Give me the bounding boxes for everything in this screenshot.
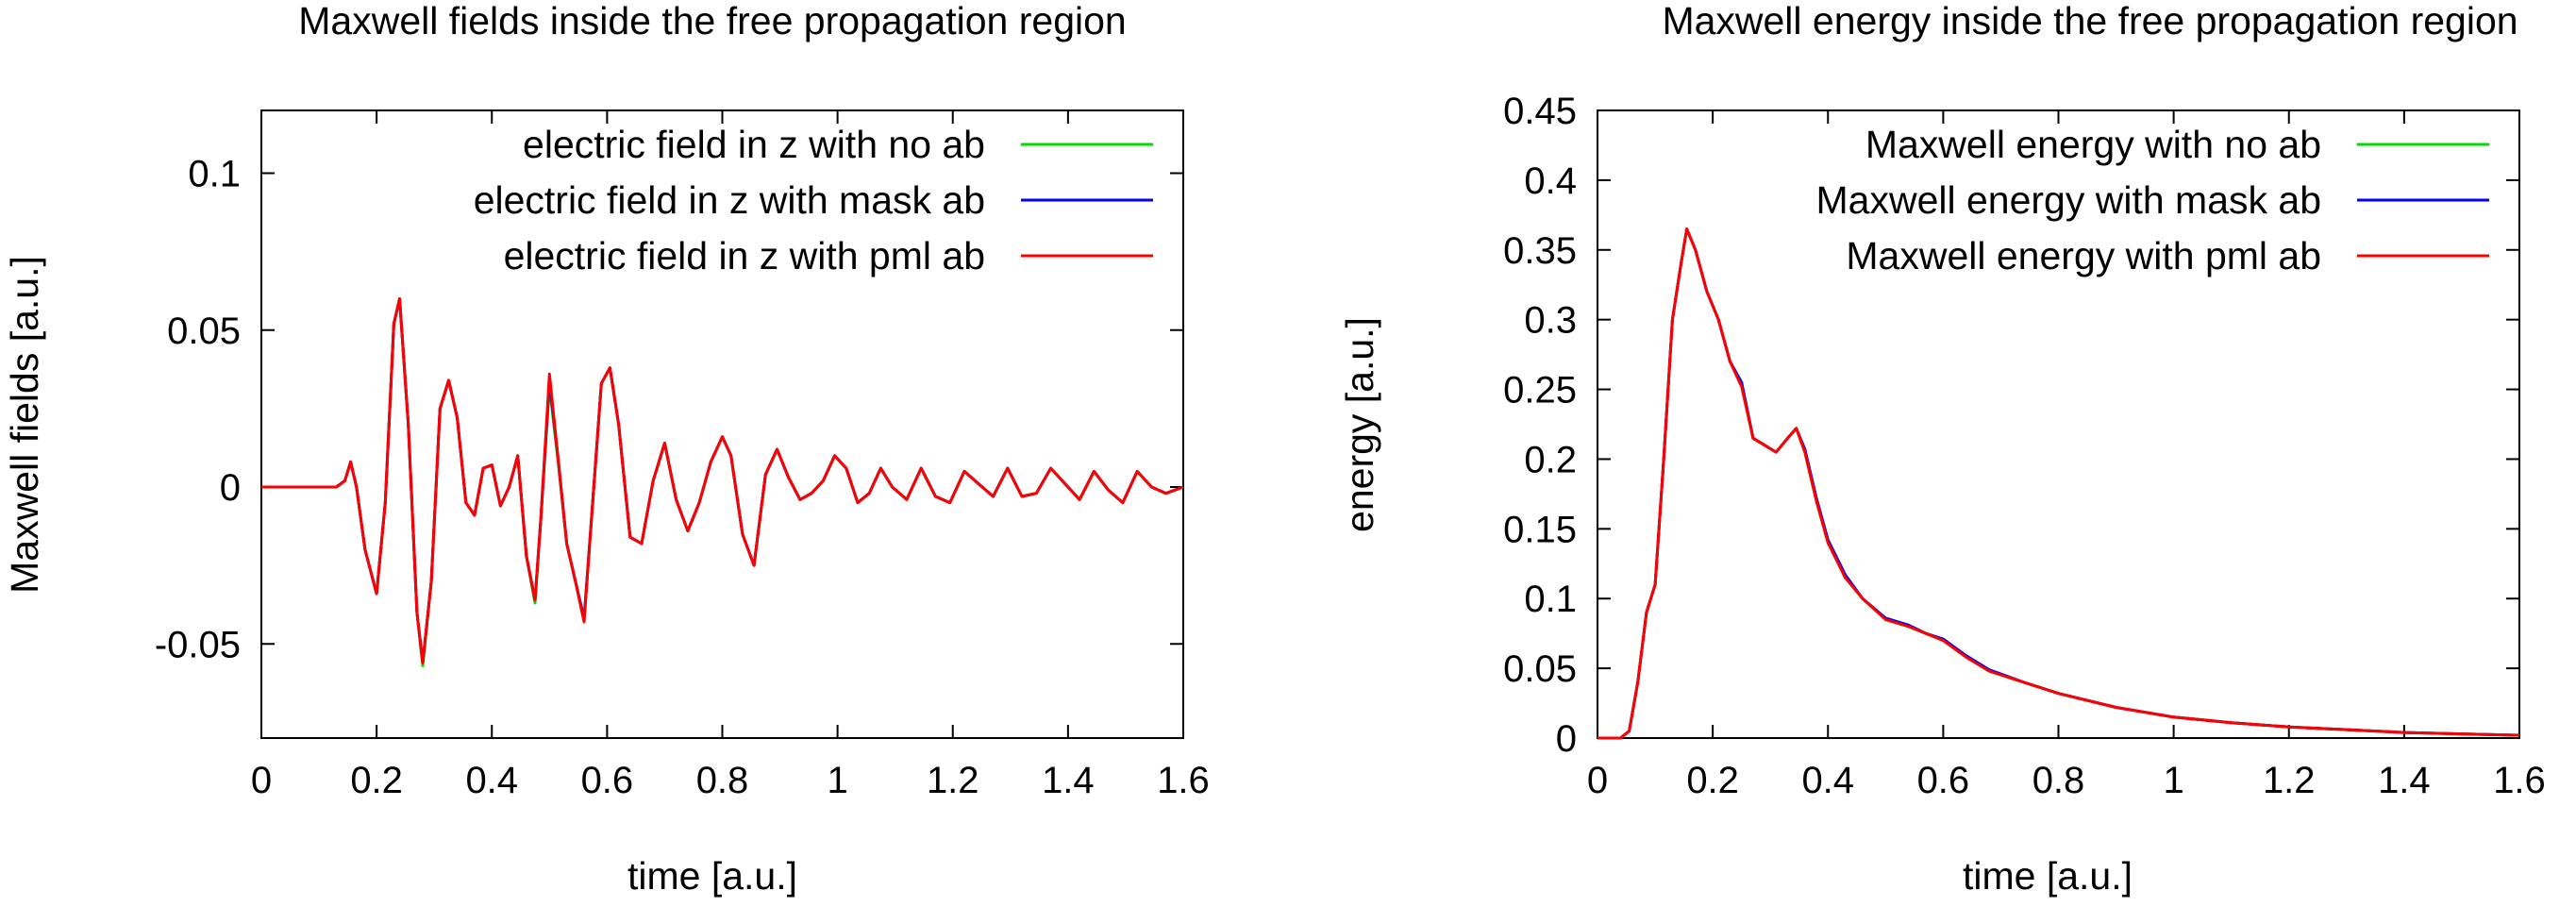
fields-y-axis-label: Maxwell fields [a.u.] <box>3 256 46 594</box>
fields-ticks: 0 0.2 0.4 0.6 0.8 1 1.2 1.4 1.6 0.1 0.05 0 -0.05 <box>155 110 1210 801</box>
energy-legend-label-0: Maxwell energy with no ab <box>1865 123 2321 166</box>
fields-series-line-2 <box>261 297 1184 664</box>
energy-y-tick-label: 0.05 <box>1503 648 1577 690</box>
energy-y-tick-label: 0.25 <box>1503 370 1577 412</box>
energy-y-tick-label: 0.45 <box>1503 91 1577 132</box>
energy-x-tick-label: 1.4 <box>2378 760 2431 801</box>
energy-x-tick-label: 0 <box>1587 760 1608 801</box>
energy-legend: Maxwell energy with no ab Maxwell energy … <box>1816 123 2489 277</box>
fields-y-tick-label: 0.05 <box>167 311 241 352</box>
fields-legend: electric field in z with no ab electric f… <box>474 123 1153 277</box>
fields-x-tick-label: 1.6 <box>1157 760 1210 801</box>
energy-y-tick-label: 0.4 <box>1524 160 1577 202</box>
energy-x-tick-label: 1 <box>2164 760 2184 801</box>
energy-x-tick-label: 1.6 <box>2493 760 2546 801</box>
fields-x-tick-label: 1.2 <box>927 760 979 801</box>
fields-x-tick-label: 0.6 <box>581 760 634 801</box>
energy-y-tick-label: 0 <box>1556 718 1577 760</box>
fields-x-tick-label: 1 <box>828 760 848 801</box>
energy-x-tick-label: 0.8 <box>2032 760 2085 801</box>
fields-legend-label-1: electric field in z with mask ab <box>474 178 985 222</box>
fields-y-tick-label: 0.1 <box>188 154 241 195</box>
energy-chart-title: Maxwell energy inside the free propagati… <box>1662 0 2517 42</box>
fields-x-axis-label: time [a.u.] <box>627 854 797 898</box>
fields-series-lines <box>261 297 1184 667</box>
fields-x-tick-label: 1.4 <box>1042 760 1095 801</box>
energy-x-axis-label: time [a.u.] <box>1963 854 2133 898</box>
fields-x-tick-label: 0.2 <box>350 760 403 801</box>
fields-y-tick-label: -0.05 <box>155 624 241 665</box>
energy-y-tick-label: 0.1 <box>1524 579 1577 620</box>
fields-x-tick-label: 0.8 <box>696 760 749 801</box>
energy-x-tick-label: 0.4 <box>1801 760 1854 801</box>
energy-y-tick-label: 0.15 <box>1503 509 1577 550</box>
fields-legend-label-0: electric field in z with no ab <box>523 123 985 166</box>
energy-y-axis-label: energy [a.u.] <box>1338 317 1381 532</box>
energy-series-line-2 <box>1597 227 2520 740</box>
energy-x-tick-label: 0.6 <box>1917 760 1970 801</box>
energy-y-tick-label: 0.3 <box>1524 300 1577 342</box>
energy-series-lines <box>1597 227 2520 740</box>
energy-x-tick-label: 0.2 <box>1686 760 1739 801</box>
energy-y-tick-label: 0.35 <box>1503 230 1577 272</box>
energy-chart: Maxwell energy inside the free propagati… <box>1338 0 2546 898</box>
fields-x-tick-label: 0 <box>251 760 272 801</box>
energy-ticks: 0 0.2 0.4 0.6 0.8 1 1.2 1.4 1.6 0.45 0.4 0.35 0.3 0.2… <box>1503 91 2546 801</box>
energy-x-tick-label: 1.2 <box>2263 760 2316 801</box>
fields-legend-label-2: electric field in z with pml ab <box>504 234 985 277</box>
energy-legend-label-2: Maxwell energy with pml ab <box>1846 234 2321 277</box>
fields-x-tick-label: 0.4 <box>465 760 518 801</box>
fields-chart-title: Maxwell fields inside the free propagati… <box>298 0 1126 42</box>
fields-chart: Maxwell fields inside the free propagati… <box>3 0 1210 898</box>
energy-legend-label-1: Maxwell energy with mask ab <box>1816 178 2321 222</box>
fields-y-tick-label: 0 <box>220 467 241 509</box>
energy-y-tick-label: 0.2 <box>1524 439 1577 480</box>
